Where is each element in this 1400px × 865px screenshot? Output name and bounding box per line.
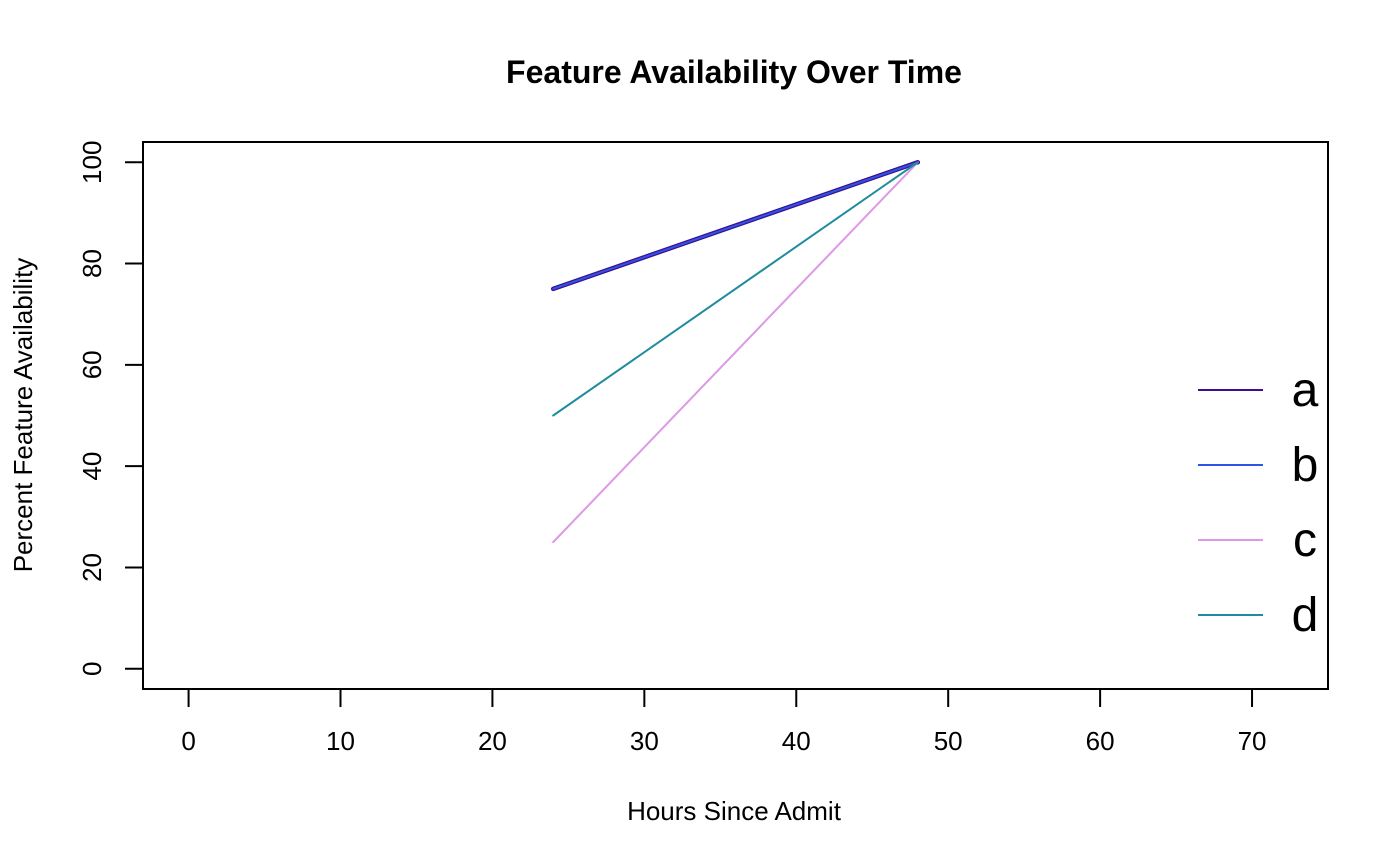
y-axis-label: Percent Feature Availability (8, 258, 38, 573)
x-tick-label: 30 (630, 726, 659, 756)
series-line-b (552, 161, 919, 290)
y-tick-label: 60 (77, 350, 107, 379)
x-tick-label: 10 (326, 726, 355, 756)
y-tick-label: 80 (77, 249, 107, 278)
series-line-c (552, 161, 919, 544)
x-tick-label: 70 (1238, 726, 1267, 756)
chart-title: Feature Availability Over Time (506, 54, 962, 90)
x-tick-label: 50 (934, 726, 963, 756)
legend-label-c: c (1293, 514, 1317, 567)
legend-label-b: b (1292, 439, 1319, 492)
x-tick-label: 0 (181, 726, 195, 756)
y-tick-label: 40 (77, 452, 107, 481)
series-line-d (552, 161, 919, 417)
x-tick-label: 40 (782, 726, 811, 756)
x-axis: 0 10 20 30 40 50 60 70 (181, 688, 1267, 756)
legend-label-d: d (1292, 589, 1319, 642)
x-tick-label: 60 (1086, 726, 1115, 756)
y-axis: 0 20 40 60 80 100 (77, 141, 143, 676)
y-tick-label: 20 (77, 553, 107, 582)
x-axis-label: Hours Since Admit (627, 796, 842, 826)
y-tick-label: 0 (77, 662, 107, 676)
y-tick-label: 100 (77, 141, 107, 184)
x-tick-label: 20 (478, 726, 507, 756)
legend-label-a: a (1292, 364, 1319, 417)
series-lines (550, 160, 921, 544)
